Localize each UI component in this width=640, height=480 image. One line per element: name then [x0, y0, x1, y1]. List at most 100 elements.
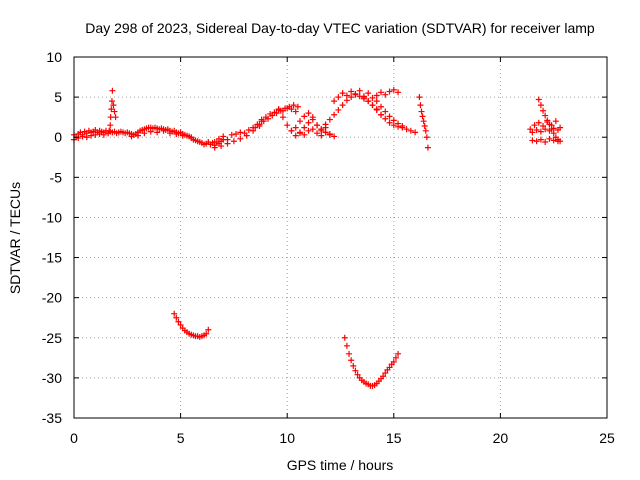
data-point	[529, 129, 536, 136]
data-point	[173, 314, 180, 321]
data-point	[322, 129, 329, 136]
data-point	[399, 124, 406, 131]
data-point	[531, 122, 538, 129]
data-point	[382, 91, 389, 98]
data-point	[305, 127, 312, 134]
data-point	[309, 116, 316, 123]
data-point	[203, 330, 210, 337]
data-point	[108, 106, 115, 113]
data-point	[390, 358, 397, 365]
data-point	[346, 350, 353, 357]
data-point	[546, 127, 553, 134]
data-point	[177, 321, 184, 328]
data-point	[390, 117, 397, 124]
data-point	[279, 107, 286, 114]
data-point	[296, 129, 303, 136]
y-tick-label: -5	[50, 169, 63, 185]
data-point	[378, 103, 385, 110]
data-point	[107, 122, 114, 129]
data-point	[552, 118, 559, 125]
x-axis: 0 5 10 15 20 25	[70, 57, 615, 446]
data-point	[284, 105, 291, 112]
data-point	[83, 134, 90, 141]
data-point	[540, 107, 547, 114]
data-point	[322, 121, 329, 128]
data-point	[271, 109, 278, 116]
data-point	[256, 121, 263, 128]
data-point	[544, 117, 551, 124]
data-point	[550, 137, 557, 144]
data-point	[537, 102, 544, 109]
data-point	[301, 113, 308, 120]
data-point	[237, 135, 244, 142]
data-point	[314, 122, 321, 129]
data-point	[382, 115, 389, 122]
data-point	[343, 92, 350, 99]
data-point	[339, 90, 346, 97]
data-point	[224, 140, 231, 147]
data-point	[305, 119, 312, 126]
data-point	[110, 102, 117, 109]
data-point	[420, 118, 427, 125]
data-point	[348, 357, 355, 364]
series-low-arc-4.7-6.3	[171, 310, 212, 340]
data-point	[75, 135, 82, 142]
data-point	[305, 110, 312, 117]
series-arc-21.4-22.8	[527, 118, 564, 133]
data-point	[92, 131, 99, 138]
data-point	[403, 126, 410, 133]
data-point	[326, 116, 333, 123]
y-tick-label: -20	[42, 290, 62, 306]
data-point	[279, 114, 286, 121]
data-point	[111, 108, 118, 115]
data-point	[292, 108, 299, 115]
series-arc-16.2-16.6	[416, 94, 431, 151]
data-point	[179, 132, 186, 139]
data-point	[424, 144, 431, 151]
data-point	[542, 112, 549, 119]
data-point	[356, 87, 363, 94]
data-point	[215, 135, 222, 142]
data-point	[386, 119, 393, 126]
data-point	[108, 98, 115, 105]
data-point	[546, 135, 553, 142]
data-point	[173, 131, 180, 138]
y-tick-label: -30	[42, 370, 62, 386]
data-point	[290, 102, 297, 109]
data-point	[418, 108, 425, 115]
data-point	[365, 90, 372, 97]
data-point	[292, 124, 299, 131]
series-arc-6.5-8.8-b	[211, 122, 263, 151]
data-point	[386, 113, 393, 120]
data-point	[373, 98, 380, 105]
data-point	[382, 108, 389, 115]
data-point	[250, 127, 257, 134]
data-point	[343, 342, 350, 349]
data-point	[288, 127, 295, 134]
data-point	[79, 133, 86, 140]
data-point	[318, 126, 325, 133]
grid-lines	[74, 57, 607, 418]
data-point	[529, 137, 536, 144]
data-point	[390, 86, 397, 93]
y-tick-label: 0	[54, 129, 62, 145]
chart-title: Day 298 of 2023, Sidereal Day-to-day VTE…	[85, 20, 595, 36]
data-point	[417, 102, 424, 109]
data-point	[550, 125, 557, 132]
plot-frame	[73, 56, 608, 419]
data-point	[378, 89, 385, 96]
data-point	[542, 139, 549, 146]
data-point	[175, 318, 182, 325]
data-point	[369, 102, 376, 109]
data-point	[109, 87, 116, 94]
y-tick-label: 10	[46, 49, 62, 65]
x-axis-label: GPS time / hours	[287, 457, 394, 473]
data-point	[220, 133, 227, 140]
data-point	[365, 98, 372, 105]
data-point	[258, 116, 265, 123]
data-point	[96, 131, 103, 138]
data-point	[275, 106, 282, 113]
data-point	[318, 132, 325, 139]
data-point	[211, 144, 218, 151]
data-point	[309, 126, 316, 133]
